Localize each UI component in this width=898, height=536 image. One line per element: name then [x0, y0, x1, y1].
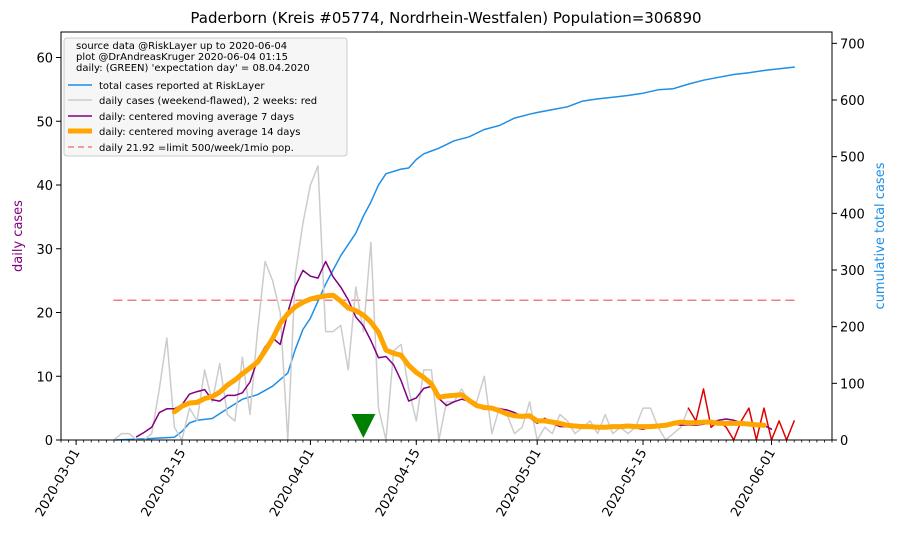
right-tick-label: 0	[840, 434, 848, 449]
right-tick-label: 500	[840, 151, 865, 166]
right-tick-label: 700	[840, 37, 865, 52]
right-tick-label: 300	[840, 264, 865, 279]
expectation-day-marker	[351, 414, 376, 438]
legend-label-limit: daily 21.92 =limit 500/week/1mio pop.	[99, 143, 294, 154]
right-tick-label: 600	[840, 94, 865, 109]
left-tick-label: 20	[36, 307, 53, 322]
x-tick-label: 2020-05-15	[600, 447, 651, 520]
left-tick-label: 0	[45, 434, 53, 449]
legend-label-total: total cases reported at RiskLayer	[99, 81, 265, 92]
series-group	[113, 66, 795, 441]
plot-frame	[60, 31, 833, 441]
total-cases-line	[113, 66, 795, 441]
right-tick-label: 400	[840, 207, 865, 222]
left-tick-label: 50	[36, 115, 53, 130]
right-tick-label: 100	[840, 377, 865, 392]
x-axis-ticks: 2020-03-01 2020-03-15 2020-04-01 2020-04-15…	[33, 440, 833, 520]
legend-label-ma14: daily: centered moving average 14 days	[99, 127, 300, 138]
x-tick-label: 2020-05-01	[494, 447, 545, 520]
left-axis-ticks: 0 10 20 30 40 50 60	[36, 52, 61, 449]
left-tick-label: 10	[36, 370, 53, 385]
left-axis-label: daily cases	[11, 200, 26, 272]
moving-average-14-line	[171, 292, 767, 430]
x-tick-label: 2020-04-01	[267, 447, 318, 520]
legend-expectation-text: daily: (GREEN) 'expectation day' = 08.04…	[76, 63, 310, 74]
x-tick-label: 2020-04-15	[373, 447, 424, 520]
right-axis-label: cumulative total cases	[873, 162, 888, 309]
legend-source-text: source data @RiskLayer up to 2020-06-04	[76, 41, 287, 52]
left-tick-label: 40	[36, 179, 53, 194]
x-tick-label: 2020-03-15	[139, 447, 190, 520]
legend-label-daily: daily cases (weekend-flawed), 2 weeks: r…	[99, 96, 317, 107]
x-tick-label: 2020-03-01	[33, 447, 84, 520]
right-tick-label: 200	[840, 321, 865, 336]
legend: source data @RiskLayer up to 2020-06-04 …	[63, 37, 348, 157]
x-tick-label: 2020-06-01	[728, 447, 779, 520]
chart-title: Paderborn (Kreis #05774, Nordrhein-Westf…	[190, 9, 701, 27]
left-tick-label: 60	[36, 52, 53, 67]
left-tick-label: 30	[36, 243, 53, 258]
right-axis-ticks: 0 100 200 300 400 500 600 700	[832, 37, 865, 449]
legend-label-ma7: daily: centered moving average 7 days	[99, 112, 294, 123]
legend-box	[63, 37, 348, 157]
legend-plot-text: plot @DrAndreasKruger 2020-06-04 01:15	[76, 52, 288, 63]
